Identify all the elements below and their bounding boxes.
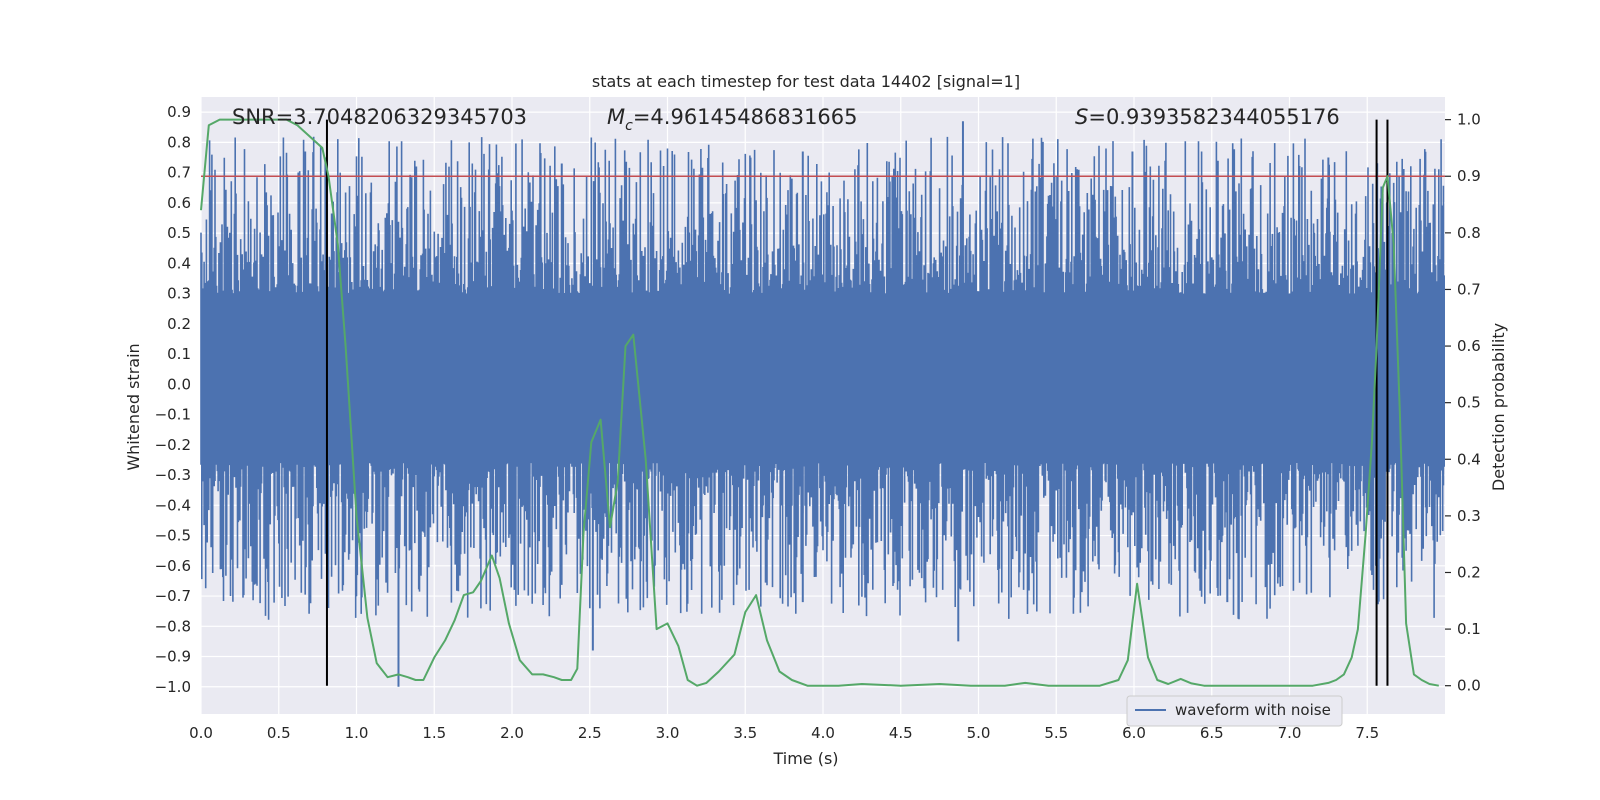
y-tick-label: 0.1 [167, 345, 191, 363]
y-tick-label: 0.5 [167, 224, 191, 242]
y-tick-label: 0.0 [167, 375, 191, 393]
series-waveform-with-noise [200, 121, 1445, 687]
x-tick-label: 3.0 [656, 724, 680, 742]
y2-tick-label: 0.3 [1457, 507, 1481, 525]
y2-axis-ticks: 1.0 0.9 0.8 0.7 0.6 0.5 0.4 0.3 0.2 0.1 0.0 [1445, 111, 1481, 695]
y-tick-label: 0.2 [167, 315, 191, 333]
overlay-lines [201, 119, 1445, 686]
y-tick-label: −0.3 [155, 466, 191, 484]
y-tick-label: −0.8 [155, 617, 191, 635]
x-tick-label: 0.0 [189, 724, 213, 742]
y-tick-label: −0.1 [155, 406, 191, 424]
y2-tick-label: 0.1 [1457, 620, 1481, 638]
x-tick-label: 0.5 [267, 724, 291, 742]
chirp-mass-annotation: Mc=4.96145486831665 [607, 105, 858, 134]
y2-tick-label: 0.5 [1457, 394, 1481, 412]
y2-tick-label: 0.8 [1457, 224, 1481, 242]
y-tick-label: 0.6 [167, 194, 191, 212]
y2-axis-label: Detection probability [1489, 323, 1508, 491]
snr-annotation: SNR=3.7048206329345703 [232, 105, 527, 129]
score-symbol: S [1075, 105, 1088, 129]
y2-tick-label: 0.9 [1457, 167, 1481, 185]
chirp-mass-subscript: c [625, 118, 633, 134]
x-tick-label: 2.0 [500, 724, 524, 742]
x-tick-label: 7.5 [1355, 724, 1379, 742]
x-tick-label: 4.5 [889, 724, 913, 742]
legend: waveform with noise [1126, 695, 1343, 727]
y2-tick-label: 0.4 [1457, 450, 1481, 468]
y2-tick-label: 0.6 [1457, 337, 1481, 355]
x-tick-label: 4.0 [811, 724, 835, 742]
x-axis-label: Time (s) [772, 749, 838, 768]
y2-tick-label: 1.0 [1457, 111, 1481, 129]
y-tick-label: −1.0 [155, 678, 191, 696]
x-tick-label: 2.5 [578, 724, 602, 742]
y-tick-label: −0.6 [155, 557, 191, 575]
score-annotation: S=0.9393582344055176 [1075, 105, 1340, 129]
series-detection-probability [200, 118, 1439, 687]
y2-tick-label: 0.7 [1457, 280, 1481, 298]
y-axis-label: Whitened strain [124, 343, 143, 470]
y-tick-label: 0.8 [167, 133, 191, 151]
x-tick-label: 1.5 [422, 724, 446, 742]
x-tick-label: 6.0 [1122, 724, 1146, 742]
score-value: =0.9393582344055176 [1088, 105, 1339, 129]
y-tick-label: −0.2 [155, 436, 191, 454]
y-tick-label: −0.4 [155, 496, 191, 514]
chirp-mass-symbol: M [607, 105, 625, 129]
x-tick-label: 7.0 [1278, 724, 1302, 742]
y-tick-label: 0.3 [167, 285, 191, 303]
y-tick-label: −0.9 [155, 648, 191, 666]
legend-label: waveform with noise [1175, 701, 1331, 719]
chirp-mass-value: =4.96145486831665 [633, 105, 858, 129]
x-tick-label: 5.0 [967, 724, 991, 742]
legend-box [1126, 695, 1343, 727]
x-tick-label: 3.5 [733, 724, 757, 742]
y-tick-label: 0.7 [167, 164, 191, 182]
y2-tick-label: 0.2 [1457, 563, 1481, 581]
x-axis-ticks: 0.0 0.5 1.0 1.5 2.0 2.5 3.0 3.5 4.0 4.5 5.0 5.5 6.0 6… [189, 724, 1379, 742]
chart-title: stats at each timestep for test data 144… [592, 72, 1020, 91]
y-axis-ticks: 0.9 0.8 0.7 0.6 0.5 0.4 0.3 0.2 0.1 0.0 −0.1 −0.2 −0… [155, 103, 191, 696]
y2-tick-label: 0.0 [1457, 677, 1481, 695]
x-tick-label: 5.5 [1044, 724, 1068, 742]
y-tick-label: −0.5 [155, 527, 191, 545]
x-tick-label: 1.0 [345, 724, 369, 742]
y-tick-label: 0.4 [167, 254, 191, 272]
x-tick-label: 6.5 [1200, 724, 1224, 742]
y-tick-label: 0.9 [167, 103, 191, 121]
probability-line [200, 118, 1439, 687]
noise-spikes [200, 136, 1445, 620]
y-tick-label: −0.7 [155, 587, 191, 605]
